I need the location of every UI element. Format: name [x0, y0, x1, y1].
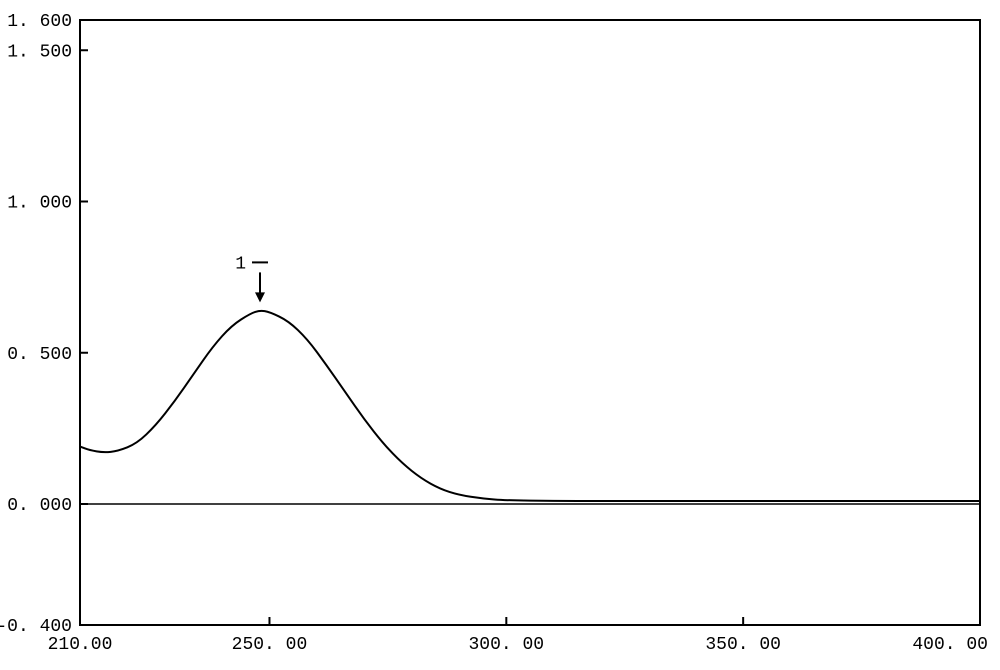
x-tick-label: 210.00 — [48, 635, 113, 655]
x-tick-label: 400. 00 — [912, 635, 988, 655]
plot-border — [80, 20, 980, 625]
y-tick-label: 1. 500 — [7, 42, 72, 62]
peak-label: 1 — [235, 254, 246, 274]
y-tick-label: 0. 000 — [7, 496, 72, 516]
spectrum-curve — [80, 311, 980, 501]
chart-svg: -0. 400 0. 000 0. 500 1. 000 1. 500 1. 600 210… — [0, 0, 1000, 670]
y-tick-label: 1. 600 — [7, 12, 72, 32]
x-tick-label: 350. 00 — [705, 635, 781, 655]
y-tick-label: 0. 500 — [7, 345, 72, 365]
peak-arrow-head — [255, 292, 265, 302]
x-tick-label: 300. 00 — [469, 635, 545, 655]
y-tick-label: -0. 400 — [0, 617, 72, 637]
spectrum-chart: -0. 400 0. 000 0. 500 1. 000 1. 500 1. 600 210… — [0, 0, 1000, 670]
y-tick-label: 1. 000 — [7, 194, 72, 214]
x-tick-label: 250. 00 — [232, 635, 308, 655]
